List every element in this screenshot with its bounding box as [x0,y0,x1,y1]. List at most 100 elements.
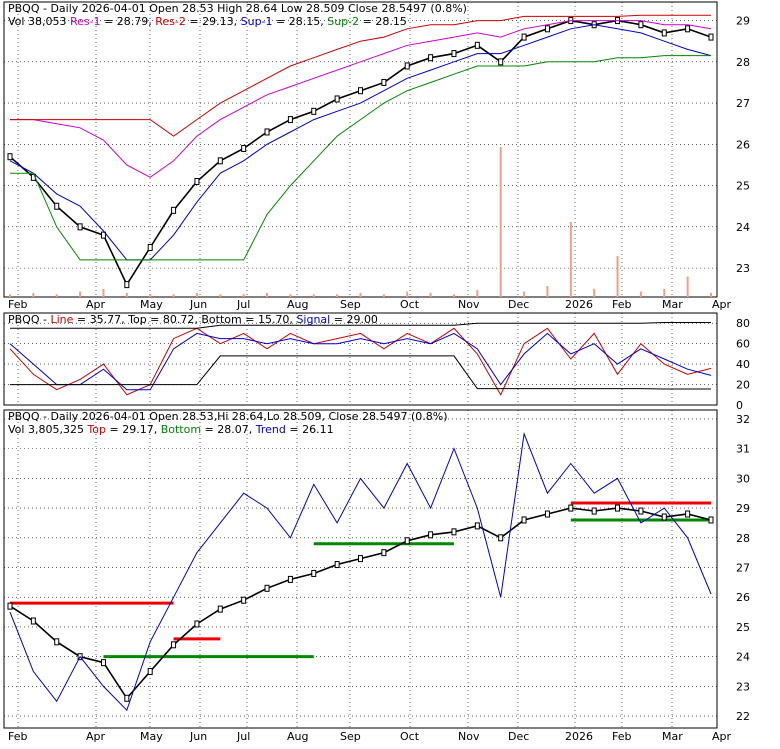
volume-bar [195,292,198,297]
header-segment: = 29.17, [106,423,161,436]
x-tick-label: Jun [189,730,207,743]
price-candle [194,177,200,185]
header-segment: = 28.15, [273,15,328,28]
price-candle [287,575,293,583]
price-candle [217,605,223,613]
price-candle [30,617,36,625]
volume-bar [289,294,292,297]
volume-bar [172,294,175,297]
volume-bar [32,292,35,297]
volume-bar [452,294,455,297]
x-tick-label: Apr [86,298,106,311]
y-tick-label: 20 [736,379,750,392]
price-candle [544,510,550,518]
panel-header: PBQQ - Daily 2026-04-01 Open 28.53 High … [8,2,467,15]
price-candle [147,668,153,676]
price-candle [54,202,60,210]
price-candle [638,507,644,515]
header-segment: Res-2 [155,15,186,28]
header-segment: Sup-2 [327,15,359,28]
header-segment: Vol 3,805,325 [8,423,87,436]
y-tick-label: 32 [736,413,750,426]
x-tick-label: May [140,298,163,311]
price-candle [708,33,714,41]
series-line [10,355,711,390]
panel-price-frame [3,1,718,298]
volume-bar [710,292,712,297]
x-tick-label: Mar [662,730,683,743]
y-tick-label: 29 [736,502,750,515]
y-tick-label: 22 [736,710,750,723]
price-candle [264,128,270,136]
x-tick-label: Jul [236,730,250,743]
price-candle [77,223,83,231]
price-candle [241,596,247,604]
volume-bar [639,291,642,297]
header-segment: PBQQ - Daily 2026-04-01 Open 28.53 High … [8,2,467,15]
price-candle [217,157,223,165]
price-candle [358,87,363,95]
volume-bar [569,222,572,297]
price-candle [311,569,317,577]
y-tick-label: 29 [736,15,750,28]
y-tick-label: 26 [736,138,750,151]
y-tick-label: 31 [736,443,750,456]
price-candle [7,153,13,161]
price-candle [124,281,130,289]
price-candle [147,243,153,251]
price-candle [708,516,714,524]
price-candle [498,58,504,66]
series-line [9,332,712,391]
header-segment: = 29.13, [186,15,241,28]
price-candle [241,144,247,152]
y-tick-label: 0 [736,399,743,412]
x-tick-label: Nov [458,298,480,311]
price-candle [287,116,293,124]
volume-bar [79,291,82,297]
price-candle [521,33,527,41]
volume-bar [593,288,596,297]
price-candle [638,21,644,29]
volume-bar [219,294,222,297]
header-segment: PBQQ - [8,313,50,326]
price-candle [358,555,363,563]
header-segment: = 28.15 [359,15,407,28]
y-tick-label: 30 [736,472,750,485]
y-tick-label: 23 [736,680,750,693]
volume-bar [406,291,409,297]
y-tick-label: 25 [736,621,750,634]
price-candle [544,25,550,33]
volume-bar [359,292,362,297]
header-segment: = 28.07, [201,423,256,436]
header-segment: Bottom [201,313,241,326]
x-tick-label: Dec [508,298,529,311]
price-candle [404,537,410,545]
volume-bar [499,147,502,297]
x-tick-label: Sep [340,298,361,311]
header-segment: = 80.72, [147,313,202,326]
price-candle [661,513,667,521]
price-candle [615,504,621,512]
price-candle [311,107,317,115]
series-line [10,55,711,261]
x-tick-label: Feb [8,298,27,311]
x-tick-label: Apr [712,298,732,311]
volume-bar [616,256,619,297]
header-segment: Sup-1 [241,15,273,28]
series-line [9,431,712,712]
volume-bar [382,294,385,297]
volume-bar [336,294,339,297]
x-tick-label: 2026 [565,730,593,743]
price-candle [591,507,597,515]
price-candle [100,659,106,667]
series-line [10,322,711,329]
price-candle [521,516,527,524]
panel-header: PBQQ - Line = 35.77, Top = 80.72, Bottom… [8,313,378,326]
x-tick-label: Feb [612,298,631,311]
price-candle [428,531,434,539]
price-candle [404,62,410,70]
price-candle [54,638,60,646]
y-tick-label: 60 [736,338,750,351]
volume-bar [663,288,666,297]
x-tick-label: Aug [287,298,308,311]
